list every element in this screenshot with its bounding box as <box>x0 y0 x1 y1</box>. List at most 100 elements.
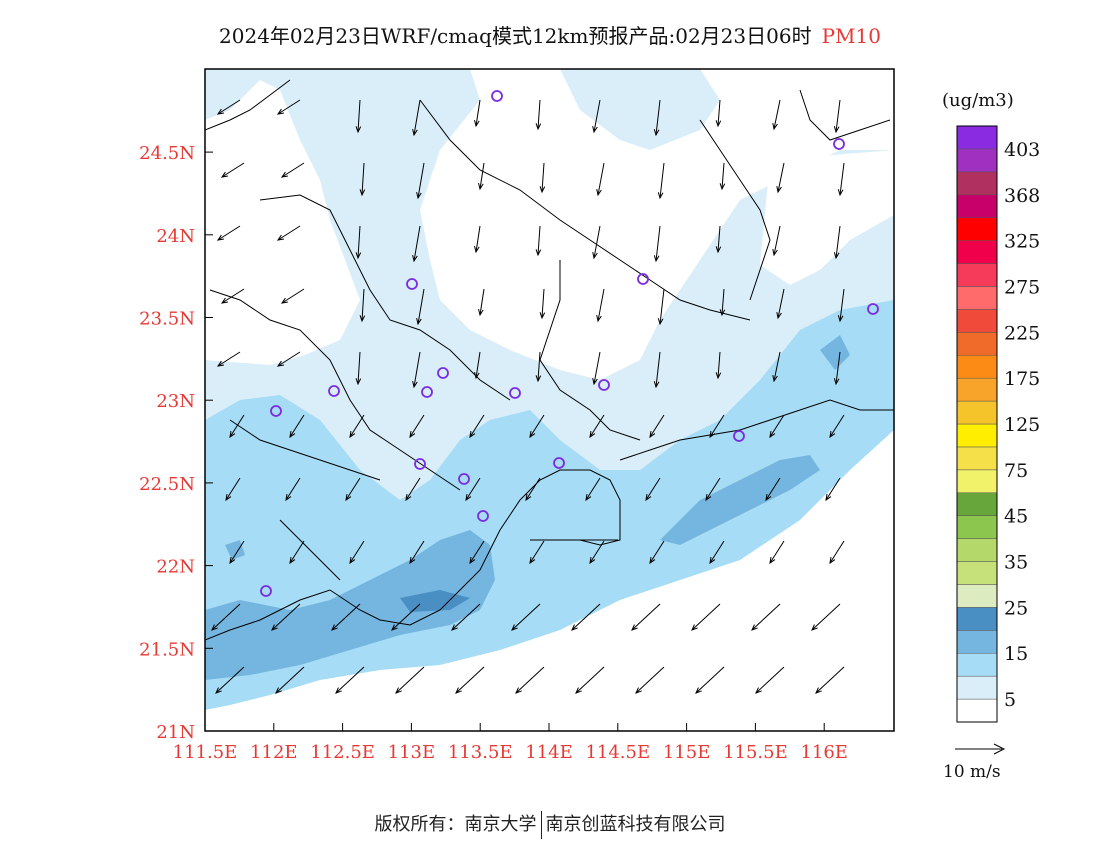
pm10-field-east-coast <box>660 455 820 545</box>
wind-arrow-head <box>395 687 402 694</box>
wind-arrow <box>335 666 365 694</box>
y-tick-label: 21N <box>156 722 195 743</box>
wind-arrow-head <box>657 192 664 200</box>
station-marker <box>421 386 433 398</box>
wind-arrow-head <box>592 252 598 260</box>
wind-arrow <box>717 99 721 127</box>
wind-arrow-head <box>416 192 422 200</box>
wind-arrow-head <box>469 557 476 565</box>
wind-arrow-head <box>285 494 292 502</box>
wind-arrow <box>465 477 481 501</box>
wind-arrow-head <box>709 557 716 565</box>
wind-arrow <box>655 99 661 136</box>
haze-patch-north <box>560 69 720 150</box>
wind-arrow <box>589 540 605 564</box>
colorbar-swatch <box>956 148 998 173</box>
boundaries <box>205 79 894 641</box>
wind-arrow <box>709 540 725 564</box>
wind-arrow <box>695 666 725 694</box>
station-marker <box>328 385 340 397</box>
wind-arrow-head <box>769 557 776 565</box>
wind-arrow-head <box>709 431 716 439</box>
station-marker <box>509 387 521 399</box>
wind-arrow-head <box>405 494 412 502</box>
colorbar-swatch <box>956 354 998 379</box>
wind-arrow-head <box>585 494 592 502</box>
footer-right: 南京创蓝科技有限公司 <box>545 814 726 835</box>
wind-arrow-head <box>769 431 776 439</box>
wind-arrow <box>773 225 781 256</box>
wind-arrow <box>777 162 785 193</box>
wind-arrow <box>289 414 305 438</box>
wind-arrow <box>469 414 485 438</box>
station-marker <box>437 367 449 379</box>
wind-arrow-head <box>719 309 726 317</box>
wind-arrow <box>361 288 365 322</box>
wind-arrow <box>829 414 845 438</box>
wind-arrow-head <box>765 494 772 502</box>
colorbar-swatch <box>956 538 998 562</box>
wind-arrow-head <box>275 687 282 694</box>
wind-arrow <box>571 603 601 631</box>
wind-arrow-head <box>451 624 458 631</box>
wind-arrow-head <box>535 375 542 383</box>
wind-arrow <box>709 414 725 438</box>
wind-arrow-head <box>649 431 656 439</box>
colorbar-swatch <box>956 423 998 448</box>
colorbar-swatch <box>956 217 998 241</box>
colorbar-label: 35 <box>1004 552 1028 574</box>
y-tick-label: 21.5N <box>139 639 195 660</box>
border-inland-1 <box>259 194 511 401</box>
colorbar-swatch <box>956 240 998 264</box>
station-marker <box>637 273 649 285</box>
colorbar-swatch <box>956 446 998 471</box>
wind-arrow <box>391 603 421 631</box>
y-tick-label: 23.5N <box>139 309 195 330</box>
x-tick-label: 111.5E <box>173 742 238 763</box>
wind-arrow <box>597 162 605 196</box>
wind-arrow <box>349 540 365 564</box>
colorbar-swatch <box>956 332 998 356</box>
wind-arrow <box>721 162 725 190</box>
wind-arrow-head <box>349 557 356 565</box>
wind-arrow <box>409 414 425 438</box>
wind-arrow-head <box>529 431 536 439</box>
wind-arrow-head <box>535 249 542 257</box>
x-tick-label: 113E <box>388 742 436 763</box>
station-marker <box>491 90 503 102</box>
wind-arrow-head <box>592 378 598 386</box>
pm10-field-coastal <box>205 530 495 680</box>
footer-divider <box>540 811 542 839</box>
wind-arrow <box>525 477 541 501</box>
title-main: 2024年02月23日WRF/cmaq模式12km预报产品:02月23日06时 <box>219 24 812 48</box>
wind-arrow <box>405 477 421 501</box>
y-tick-label: 22N <box>156 557 195 578</box>
colorbar-swatch <box>956 675 998 700</box>
wind-arrow-head <box>331 624 338 631</box>
wind-arrow <box>537 225 541 256</box>
wind-arrow <box>221 288 245 304</box>
wind-arrow <box>541 288 545 319</box>
wind-arrow <box>413 225 421 262</box>
wind-arrow-head <box>571 624 578 631</box>
wind-arrow-head <box>211 624 218 631</box>
wind-arrow-head <box>691 624 698 631</box>
station-marker <box>458 473 470 485</box>
wind-arrow-head <box>359 189 366 197</box>
wind-arrow-head <box>478 309 484 317</box>
wind-arrow <box>475 351 481 379</box>
wind-arrow <box>345 477 361 501</box>
monitoring-stations <box>260 90 879 597</box>
wind-arrow <box>479 288 485 316</box>
wind-arrow <box>659 288 665 325</box>
wind-arrow <box>575 666 605 694</box>
wind-arrow-head <box>653 129 660 137</box>
wind-arrow <box>645 477 661 501</box>
wind-arrow <box>277 225 301 241</box>
wind-arrow-head <box>276 234 284 241</box>
wind-arrow <box>529 540 545 564</box>
station-marker <box>733 430 745 442</box>
colorbar-swatch <box>956 309 998 333</box>
wind-arrow-head <box>280 171 288 178</box>
